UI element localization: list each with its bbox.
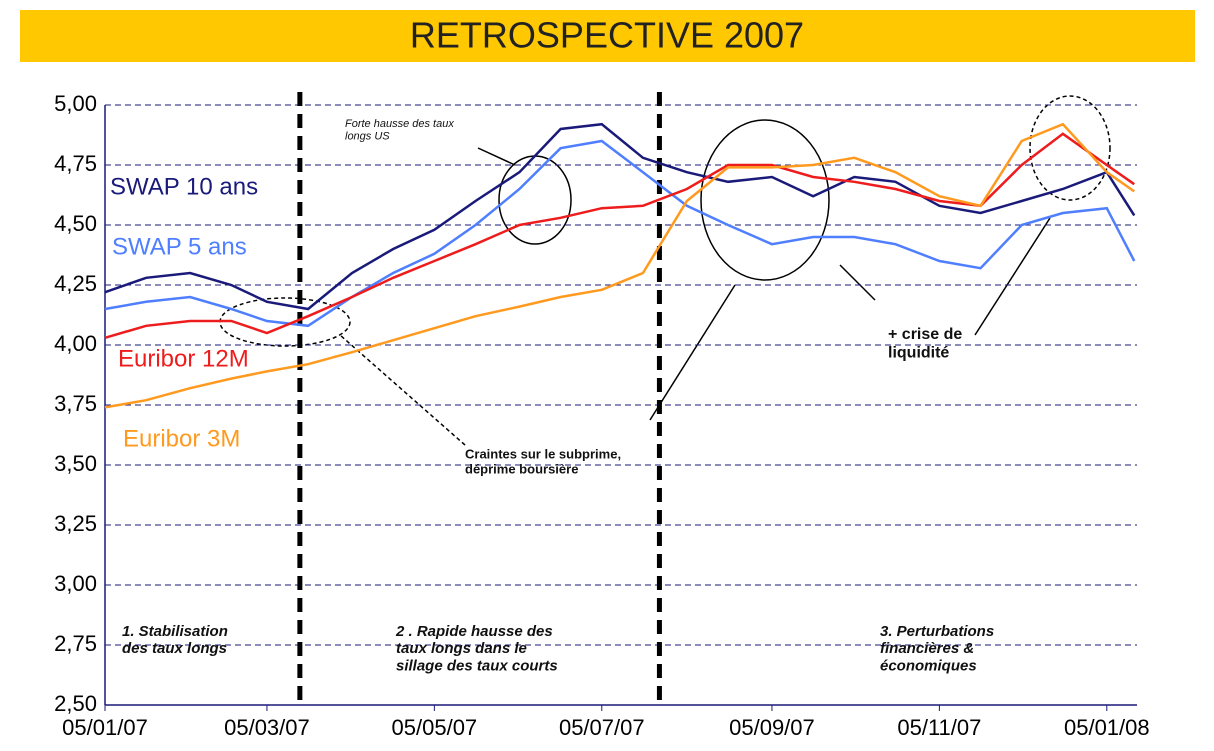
title-banner — [20, 10, 1195, 62]
y-tick-label: 3,25 — [54, 511, 97, 536]
series-label: Euribor 3M — [123, 425, 240, 452]
x-tick-label: 05/09/07 — [729, 715, 815, 740]
x-tick-label: 05/03/07 — [224, 715, 310, 740]
annotation: Forte hausse des taux — [345, 118, 454, 130]
y-tick-label: 4,25 — [54, 271, 97, 296]
annotation: des taux longs — [122, 640, 227, 657]
annotation: 1. Stabilisation — [122, 623, 228, 640]
x-tick-label: 05/01/07 — [62, 715, 148, 740]
y-tick-label: 5,00 — [54, 91, 97, 116]
annotation: + crise de — [888, 326, 962, 343]
series-label: SWAP 5 ans — [112, 233, 247, 260]
highlights — [219, 95, 1111, 446]
y-tick-label: 2,75 — [54, 631, 97, 656]
annotation: longs US — [345, 131, 390, 143]
y-tick-label: 4,50 — [54, 211, 97, 236]
y-tick-label: 4,00 — [54, 331, 97, 356]
series-line — [104, 122, 1136, 311]
annotation: financières & — [880, 640, 974, 657]
series-line — [104, 132, 1135, 340]
annotation: Craintes sur le subprime, — [465, 446, 621, 461]
annotation: économiques — [880, 657, 977, 674]
x-tick-label: 05/05/07 — [392, 715, 478, 740]
x-tick-label: 05/11/07 — [897, 715, 981, 740]
y-tick-label: 3,50 — [54, 451, 97, 476]
annotation: sillage des taux courts — [396, 657, 558, 674]
series-line — [104, 139, 1136, 328]
annotation: 2 . Rapide hausse des — [395, 623, 553, 640]
series-label: SWAP 10 ans — [110, 173, 258, 200]
x-tick-label: 05/01/08 — [1064, 715, 1150, 740]
annotation: déprime boursière — [465, 461, 578, 476]
x-tick-label: 05/07/07 — [559, 715, 645, 740]
y-tick-label: 3,00 — [54, 571, 97, 596]
chart-title: RETROSPECTIVE 2007 — [410, 15, 804, 56]
annotation: 3. Perturbations — [880, 623, 994, 640]
y-tick-label: 3,75 — [54, 391, 97, 416]
annotation: liquidité — [888, 345, 949, 362]
annotation: taux longs dans le — [396, 640, 527, 657]
series-line — [104, 122, 1135, 409]
y-tick-label: 4,75 — [54, 151, 97, 176]
series-label: Euribor 12M — [118, 345, 249, 372]
y-tick-label: 2,50 — [54, 691, 97, 716]
